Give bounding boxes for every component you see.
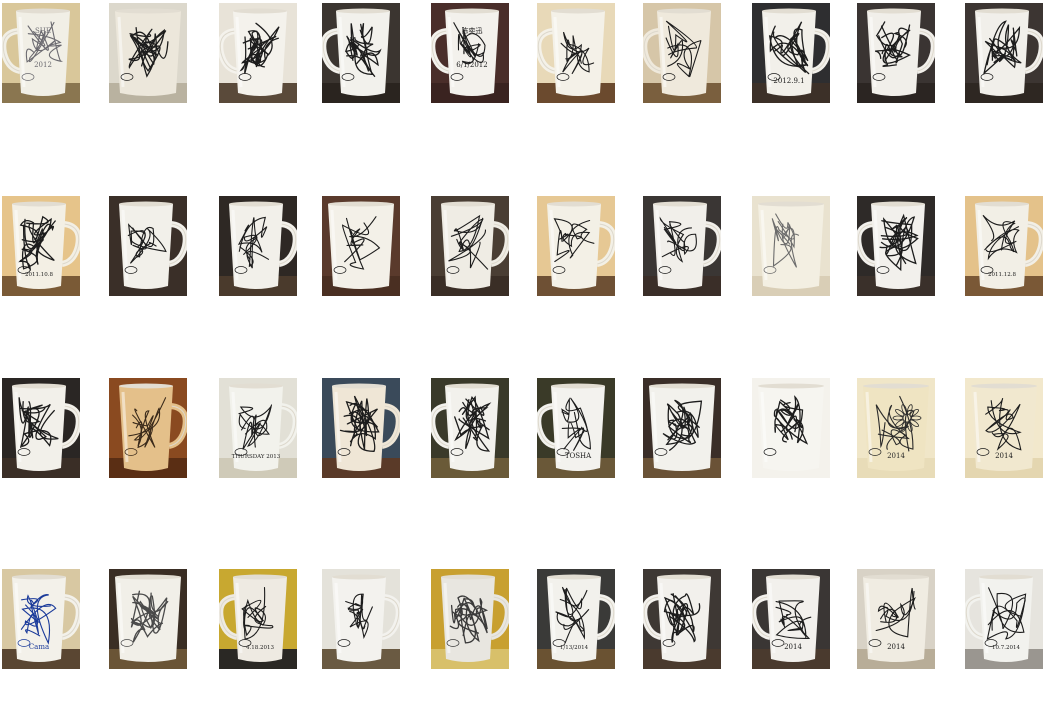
- mug-image: [965, 3, 1043, 103]
- mug-image: TOSHA: [537, 378, 615, 478]
- signature-text: 2014: [995, 452, 1013, 460]
- signature-text: THURSDAY 2013: [232, 454, 281, 460]
- mug-image: THURSDAY 2013: [219, 378, 297, 478]
- signature-text: 2014: [784, 643, 802, 651]
- mug-image: 2014: [752, 569, 830, 669]
- mug-photo: [431, 569, 509, 669]
- mug-photo: [857, 3, 935, 103]
- mug-image: 陈奕迅 6/1/2012: [431, 3, 509, 103]
- mug-photo: 2014: [752, 569, 830, 669]
- mug-photo: [322, 3, 400, 103]
- mug-photo: [752, 378, 830, 478]
- mug-image: [643, 196, 721, 296]
- mug-photo: 2011.10.8: [2, 196, 80, 296]
- mug-photo: [643, 3, 721, 103]
- mug-image: [752, 196, 830, 296]
- mug-photo: 2014: [857, 378, 935, 478]
- mug-photo: [322, 196, 400, 296]
- mug-photo: 2012.9.1: [752, 3, 830, 103]
- mug-photo: 1/13/2014: [537, 569, 615, 669]
- mug-image: [431, 196, 509, 296]
- mug-photo: [431, 196, 509, 296]
- mug-photo: [322, 569, 400, 669]
- signature-text: 10.7.2014: [992, 645, 1020, 651]
- mug-photo: THURSDAY 2013: [219, 378, 297, 478]
- mug-photo: [109, 3, 187, 103]
- mug-image: [643, 569, 721, 669]
- signature-text: 6/1/2012: [456, 61, 487, 69]
- signature-text: 2012: [34, 61, 52, 69]
- mug-image: 2011.10.8: [2, 196, 80, 296]
- signature-text: 陈奕迅: [462, 26, 483, 35]
- signature-text: TOSHA: [565, 452, 592, 460]
- mug-photo: SHE 2012: [2, 3, 80, 103]
- mug-image: 2014: [857, 378, 935, 478]
- mug-image: [537, 196, 615, 296]
- mug-photo: 10.7.2014: [965, 569, 1043, 669]
- mug-photo: [643, 569, 721, 669]
- mug-image: [643, 378, 721, 478]
- mug-image: 2014: [857, 569, 935, 669]
- mug-photo: [752, 196, 830, 296]
- mug-image: 4.18.2013: [219, 569, 297, 669]
- signature-text: 1/13/2014: [560, 645, 589, 651]
- mug-image: 1/13/2014: [537, 569, 615, 669]
- mug-photo: [643, 378, 721, 478]
- mug-photo: [965, 3, 1043, 103]
- mug-image: [537, 3, 615, 103]
- signature-text: 2012.9.1: [773, 77, 804, 85]
- mug-photo: Cama: [2, 569, 80, 669]
- mug-image: Cama: [2, 569, 80, 669]
- mug-photo: [219, 3, 297, 103]
- mug-image: [857, 196, 935, 296]
- mug-image: [109, 196, 187, 296]
- mug-image: [2, 378, 80, 478]
- mug-photo: 陈奕迅 6/1/2012: [431, 3, 509, 103]
- mug-photo: [431, 378, 509, 478]
- mug-image: 2014: [965, 378, 1043, 478]
- mug-image: [322, 569, 400, 669]
- signature-text: 2014: [887, 643, 905, 651]
- signature-text: 4.18.2013: [246, 645, 274, 651]
- mug-image: [322, 196, 400, 296]
- mug-photo: 2011.12.8: [965, 196, 1043, 296]
- mug-photo: [109, 569, 187, 669]
- mug-image: SHE 2012: [2, 3, 80, 103]
- signature-text: Cama: [29, 643, 49, 651]
- mug-image: [322, 3, 400, 103]
- mug-image: [431, 569, 509, 669]
- mug-photo: TOSHA: [537, 378, 615, 478]
- mug-image: [643, 3, 721, 103]
- mug-photo: 4.18.2013: [219, 569, 297, 669]
- mug-image: 2011.12.8: [965, 196, 1043, 296]
- signature-text: SHE: [35, 27, 51, 35]
- mug-photo: [857, 196, 935, 296]
- mug-photo: [219, 196, 297, 296]
- mug-image: [857, 3, 935, 103]
- mug-image: [322, 378, 400, 478]
- mug-photo: [537, 3, 615, 103]
- mug-photo: [643, 196, 721, 296]
- mug-photo: [537, 196, 615, 296]
- mug-image: [109, 378, 187, 478]
- mug-image: 2012.9.1: [752, 3, 830, 103]
- mug-image: [109, 569, 187, 669]
- mug-photo: [2, 378, 80, 478]
- mug-image: [431, 378, 509, 478]
- mug-photo: [109, 196, 187, 296]
- mug-image: 10.7.2014: [965, 569, 1043, 669]
- mug-photo: 2014: [965, 378, 1043, 478]
- mug-photo: [109, 378, 187, 478]
- mug-image: [219, 196, 297, 296]
- signature-text: 2014: [887, 452, 905, 460]
- mug-photo: [322, 378, 400, 478]
- mug-photo: 2014: [857, 569, 935, 669]
- mug-image: [219, 3, 297, 103]
- mug-image: [109, 3, 187, 103]
- signature-text: 2011.10.8: [25, 272, 53, 278]
- signature-text: 2011.12.8: [988, 272, 1016, 278]
- mug-image: [752, 378, 830, 478]
